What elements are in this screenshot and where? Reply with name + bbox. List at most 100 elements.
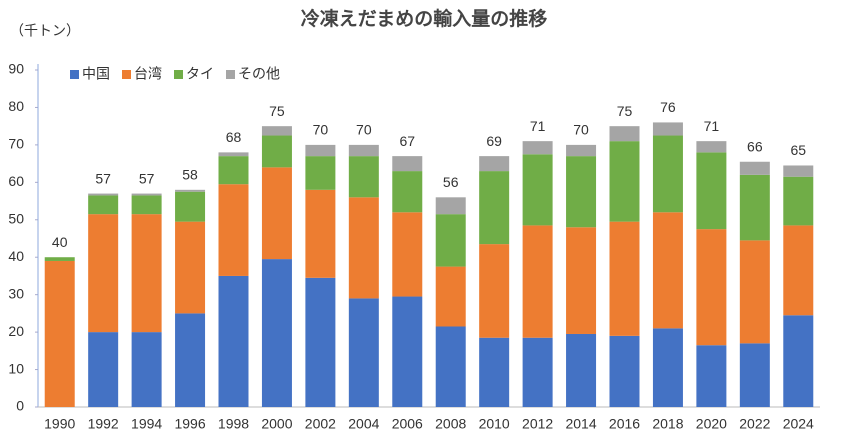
x-tick-label: 1994 bbox=[131, 416, 162, 432]
bar-segment bbox=[305, 156, 336, 190]
bar-segment bbox=[348, 144, 379, 157]
total-label: 70 bbox=[313, 122, 329, 138]
bar-segment bbox=[739, 343, 770, 407]
bar-segment bbox=[218, 184, 249, 276]
total-label: 65 bbox=[790, 142, 806, 158]
bar-segment bbox=[261, 126, 292, 136]
bar-segment bbox=[479, 337, 510, 407]
bar-segment bbox=[566, 156, 597, 228]
x-tick-label: 2014 bbox=[565, 416, 596, 432]
bar-segment bbox=[435, 214, 466, 267]
total-label: 67 bbox=[399, 133, 415, 149]
total-label: 70 bbox=[356, 122, 372, 138]
y-tick-label: 40 bbox=[8, 248, 24, 264]
bar-segment bbox=[392, 171, 423, 213]
bar-segment bbox=[44, 257, 75, 261]
bar-segment bbox=[522, 154, 553, 226]
x-tick-label: 2008 bbox=[435, 416, 466, 432]
bar-segment bbox=[696, 141, 727, 153]
bar-segment bbox=[696, 229, 727, 346]
y-tick-label: 80 bbox=[8, 98, 24, 114]
legend-swatch bbox=[226, 70, 235, 79]
bar-segment bbox=[348, 197, 379, 299]
x-tick-label: 2004 bbox=[348, 416, 379, 432]
bar-segment bbox=[175, 191, 206, 222]
y-tick-label: 30 bbox=[8, 285, 24, 301]
chart-title: 冷凍えだまめの輸入量の推移 bbox=[301, 7, 548, 30]
total-label: 66 bbox=[747, 138, 763, 154]
bar-segment bbox=[305, 277, 336, 407]
bar-segment bbox=[305, 189, 336, 278]
total-label: 58 bbox=[182, 167, 198, 183]
total-label: 71 bbox=[704, 118, 720, 134]
x-tick-label: 2018 bbox=[652, 416, 683, 432]
bar-segment bbox=[88, 195, 119, 215]
total-label: 75 bbox=[269, 103, 285, 119]
x-tick-label: 1998 bbox=[218, 416, 249, 432]
x-tick-label: 2006 bbox=[392, 416, 423, 432]
bar-segment bbox=[479, 244, 510, 338]
bar-segment bbox=[305, 144, 336, 157]
bar-segment bbox=[392, 296, 423, 407]
bar-segment bbox=[348, 298, 379, 407]
bar-segment bbox=[696, 345, 727, 407]
total-label: 40 bbox=[52, 234, 68, 250]
bar-segment bbox=[566, 227, 597, 334]
x-tick-label: 2010 bbox=[479, 416, 510, 432]
x-tick-label: 1996 bbox=[174, 416, 205, 432]
x-tick-label: 1990 bbox=[44, 416, 75, 432]
legend-swatch bbox=[70, 70, 79, 79]
bar-segment bbox=[261, 135, 292, 168]
bar-segment bbox=[739, 161, 770, 175]
bar-segment bbox=[696, 152, 727, 230]
bar-segment bbox=[435, 197, 466, 215]
legend-swatch bbox=[122, 70, 131, 79]
x-tick-label: 2022 bbox=[739, 416, 770, 432]
bar-segment bbox=[175, 313, 206, 407]
bar-segment bbox=[479, 156, 510, 172]
bar-segment bbox=[566, 144, 597, 157]
legend-label: 中国 bbox=[82, 66, 110, 82]
total-label: 75 bbox=[617, 103, 633, 119]
bar-segment bbox=[131, 195, 162, 215]
bar-segment bbox=[739, 174, 770, 241]
y-axis-unit: （千トン） bbox=[10, 23, 80, 39]
y-tick-label: 20 bbox=[8, 323, 24, 339]
x-tick-label: 1992 bbox=[88, 416, 119, 432]
x-tick-label: 2012 bbox=[522, 416, 553, 432]
y-tick-label: 10 bbox=[8, 360, 24, 376]
bar-segment bbox=[783, 315, 814, 407]
total-label: 70 bbox=[573, 122, 589, 138]
bar-segment bbox=[218, 156, 249, 185]
legend-label: その他 bbox=[238, 66, 280, 82]
legend-label: タイ bbox=[186, 66, 214, 82]
bar-segment bbox=[218, 275, 249, 407]
bar-segment bbox=[522, 337, 553, 407]
total-label: 56 bbox=[443, 174, 459, 190]
bar-segment bbox=[88, 332, 119, 407]
bar-segment bbox=[175, 189, 206, 192]
y-tick-label: 70 bbox=[8, 136, 24, 152]
bar-segment bbox=[44, 260, 75, 407]
bar-segment bbox=[479, 171, 510, 245]
x-tick-label: 2016 bbox=[609, 416, 640, 432]
bar-segment bbox=[131, 193, 162, 196]
y-tick-label: 50 bbox=[8, 210, 24, 226]
bar-segment bbox=[652, 122, 683, 136]
bar-segment bbox=[783, 225, 814, 316]
total-label: 57 bbox=[139, 170, 155, 186]
x-tick-label: 2000 bbox=[261, 416, 292, 432]
y-tick-label: 0 bbox=[16, 398, 24, 414]
legend-label: 台湾 bbox=[134, 66, 162, 82]
bar-segment bbox=[522, 225, 553, 338]
bar-segment bbox=[609, 221, 640, 336]
bar-segment bbox=[652, 212, 683, 329]
bar-segment bbox=[739, 240, 770, 344]
bar-segment bbox=[566, 333, 597, 407]
bar-segment bbox=[783, 165, 814, 177]
bar-segment bbox=[609, 141, 640, 222]
total-label: 57 bbox=[95, 170, 111, 186]
total-label: 68 bbox=[226, 129, 242, 145]
bar-segment bbox=[435, 326, 466, 407]
